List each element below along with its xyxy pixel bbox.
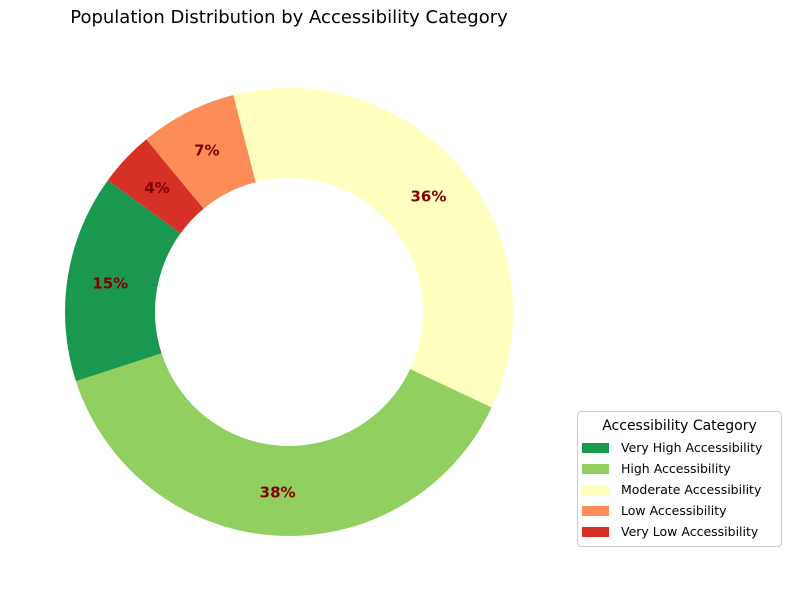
legend-swatch [582, 505, 609, 516]
legend-label: Moderate Accessibility [621, 482, 762, 497]
donut-slice [146, 95, 256, 209]
donut-slice [75, 353, 492, 537]
legend-swatch [582, 484, 609, 495]
legend-item: High Accessibility [578, 458, 781, 479]
slice-percent-label: 36% [411, 188, 447, 206]
slice-percent-label: 7% [194, 142, 219, 160]
donut-slice [107, 139, 204, 234]
legend-items: Very High Accessibility High Accessibilit… [578, 437, 781, 542]
legend-label: Very Low Accessibility [621, 524, 759, 539]
legend-item: Low Accessibility [578, 500, 781, 521]
slice-percent-label: 4% [144, 179, 169, 197]
chart-title: Population Distribution by Accessibility… [70, 7, 508, 28]
legend: Accessibility Category Very High Accessi… [577, 411, 782, 547]
slice-percent-label: 38% [260, 484, 296, 502]
donut-slice [233, 87, 514, 408]
legend-swatch [582, 463, 609, 474]
donut-slice [65, 180, 181, 382]
legend-label: Low Accessibility [621, 503, 727, 518]
slice-percent-label: 15% [92, 275, 128, 293]
legend-swatch [582, 526, 609, 537]
legend-item: Moderate Accessibility [578, 479, 781, 500]
legend-label: Very High Accessibility [621, 440, 763, 455]
legend-title: Accessibility Category [602, 418, 757, 434]
legend-item: Very High Accessibility [578, 437, 781, 458]
legend-swatch [582, 442, 609, 453]
legend-label: High Accessibility [621, 461, 731, 476]
legend-item: Very Low Accessibility [578, 521, 781, 542]
